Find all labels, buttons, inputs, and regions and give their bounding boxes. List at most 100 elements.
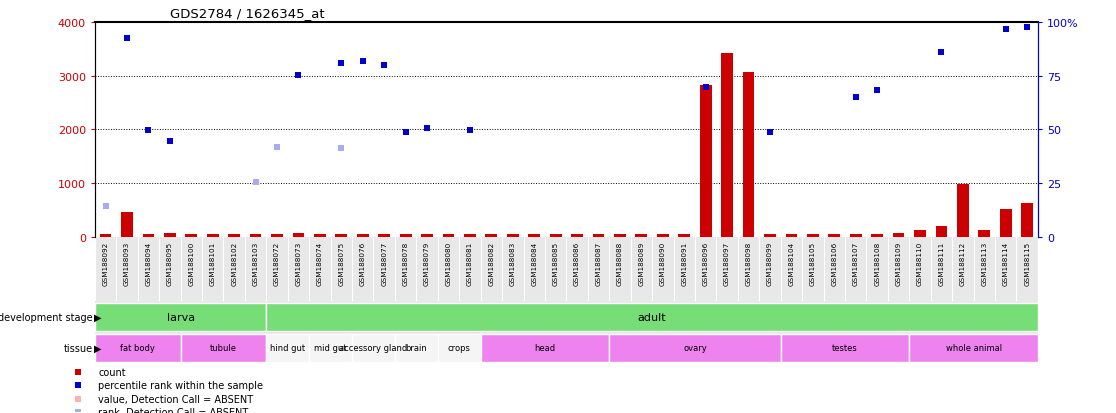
Bar — [95, 334, 181, 362]
Bar — [958, 185, 969, 237]
Text: fat body: fat body — [121, 344, 155, 352]
Text: GSM188086: GSM188086 — [574, 241, 580, 285]
Bar — [914, 230, 926, 237]
Text: GSM188100: GSM188100 — [189, 241, 194, 285]
Text: testes: testes — [833, 344, 858, 352]
Bar — [271, 234, 283, 237]
Text: value, Detection Call = ABSENT: value, Detection Call = ABSENT — [98, 394, 253, 404]
Bar — [481, 334, 609, 362]
Text: GSM188098: GSM188098 — [745, 241, 751, 285]
Text: accessory gland: accessory gland — [339, 344, 407, 352]
Text: GSM188105: GSM188105 — [810, 241, 816, 285]
Text: GSM188082: GSM188082 — [489, 241, 494, 285]
Text: GSM188111: GSM188111 — [939, 241, 944, 285]
Bar — [206, 234, 219, 237]
Bar — [593, 234, 605, 237]
Text: ovary: ovary — [683, 344, 706, 352]
Text: GSM188077: GSM188077 — [382, 241, 387, 285]
Text: GSM188101: GSM188101 — [210, 241, 215, 285]
Text: GSM188088: GSM188088 — [617, 241, 623, 285]
Text: whole animal: whole animal — [945, 344, 1002, 352]
Bar — [267, 303, 1038, 331]
Bar — [550, 235, 561, 237]
Bar — [267, 334, 309, 362]
Bar — [357, 235, 368, 237]
Text: GSM188093: GSM188093 — [124, 241, 129, 285]
Bar — [421, 235, 433, 237]
Text: brain: brain — [405, 344, 427, 352]
Text: mid gut: mid gut — [315, 344, 347, 352]
Text: GSM188114: GSM188114 — [1003, 241, 1009, 285]
Bar — [185, 235, 198, 237]
Bar — [614, 235, 626, 237]
Text: larva: larva — [166, 312, 194, 322]
Text: hind gut: hind gut — [270, 344, 306, 352]
Bar — [828, 235, 840, 237]
Text: GSM188080: GSM188080 — [445, 241, 452, 285]
Bar — [336, 234, 347, 237]
Text: GSM188108: GSM188108 — [874, 241, 881, 285]
Text: GSM188103: GSM188103 — [252, 241, 259, 285]
Text: head: head — [535, 344, 556, 352]
Bar — [1021, 203, 1033, 237]
Bar — [910, 334, 1038, 362]
Text: GSM188094: GSM188094 — [145, 241, 152, 285]
Text: GSM188102: GSM188102 — [231, 241, 238, 285]
Text: GSM188084: GSM188084 — [531, 241, 537, 285]
Text: GSM188110: GSM188110 — [917, 241, 923, 285]
Text: ▶: ▶ — [94, 343, 102, 353]
Text: development stage: development stage — [0, 312, 93, 322]
Text: tubule: tubule — [210, 344, 237, 352]
Bar — [657, 235, 668, 237]
Bar — [764, 234, 776, 237]
Bar — [781, 334, 910, 362]
Bar — [378, 234, 391, 237]
Bar — [395, 334, 437, 362]
Bar — [893, 233, 904, 237]
Text: GSM188085: GSM188085 — [552, 241, 559, 285]
Text: count: count — [98, 367, 126, 377]
Bar — [485, 235, 498, 237]
Bar — [786, 235, 797, 237]
Text: GSM188073: GSM188073 — [296, 241, 301, 285]
Text: rank, Detection Call = ABSENT: rank, Detection Call = ABSENT — [98, 407, 249, 413]
Bar — [181, 334, 267, 362]
Text: GSM188079: GSM188079 — [424, 241, 430, 285]
Bar — [849, 234, 862, 237]
Text: GSM188090: GSM188090 — [660, 241, 666, 285]
Text: crops: crops — [448, 344, 471, 352]
Bar — [164, 233, 175, 237]
Text: GDS2784 / 1626345_at: GDS2784 / 1626345_at — [171, 7, 325, 20]
Text: GSM188097: GSM188097 — [724, 241, 730, 285]
Text: GSM188095: GSM188095 — [167, 241, 173, 285]
Bar — [1000, 209, 1011, 237]
Text: GSM188087: GSM188087 — [596, 241, 602, 285]
Text: GSM188092: GSM188092 — [103, 241, 108, 285]
Bar — [742, 73, 754, 237]
Text: GSM188074: GSM188074 — [317, 241, 323, 285]
Bar — [250, 234, 261, 237]
Bar — [99, 235, 112, 237]
Text: GSM188112: GSM188112 — [960, 241, 965, 285]
Text: adult: adult — [637, 312, 666, 322]
Bar — [309, 334, 352, 362]
Bar — [400, 234, 412, 237]
Text: percentile rank within the sample: percentile rank within the sample — [98, 380, 263, 390]
Bar — [609, 334, 781, 362]
Bar — [143, 234, 154, 237]
Bar — [528, 234, 540, 237]
Text: GSM188075: GSM188075 — [338, 241, 345, 285]
Bar — [935, 227, 947, 237]
Bar — [979, 230, 990, 237]
Text: GSM188081: GSM188081 — [466, 241, 473, 285]
Bar — [872, 234, 883, 237]
Bar — [122, 213, 133, 237]
Bar — [721, 54, 733, 237]
Text: GSM188109: GSM188109 — [895, 241, 902, 285]
Text: GSM188107: GSM188107 — [853, 241, 858, 285]
Text: GSM188091: GSM188091 — [681, 241, 687, 285]
Bar — [635, 234, 647, 237]
Text: GSM188096: GSM188096 — [703, 241, 709, 285]
Bar — [292, 233, 305, 237]
Bar — [700, 86, 712, 237]
